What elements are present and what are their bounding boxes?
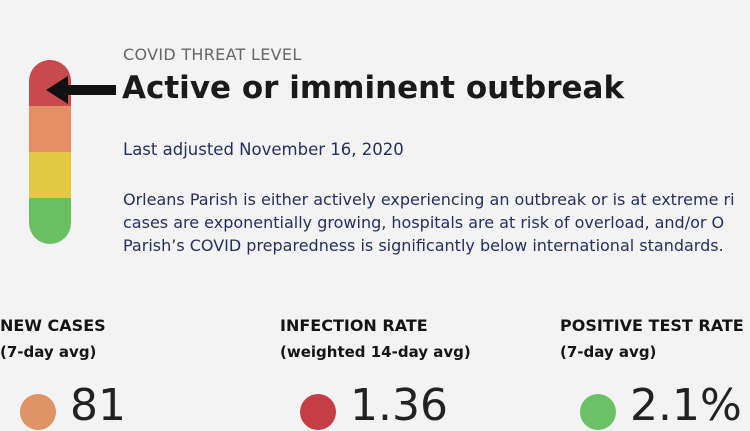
metric-sublabel: (7-day avg) — [560, 343, 657, 361]
metric-positive-test-rate: POSITIVE TEST RATE (7-day avg) 2.1% — [560, 316, 744, 430]
metric-value-row: 81 — [20, 384, 126, 430]
metric-label: POSITIVE TEST RATE — [560, 316, 744, 335]
last-adjusted-date: Last adjusted November 16, 2020 — [123, 140, 404, 159]
metric-label: NEW CASES — [0, 316, 106, 335]
metric-value: 2.1% — [630, 380, 742, 431]
metric-infection-rate: INFECTION RATE (weighted 14-day avg) 1.3… — [280, 316, 471, 430]
threat-level-gauge — [29, 60, 71, 244]
metric-sublabel: (7-day avg) — [0, 343, 97, 361]
metric-new-cases: NEW CASES (7-day avg) 81 — [0, 316, 126, 430]
metric-value: 1.36 — [350, 380, 448, 431]
arrow-left-icon — [46, 76, 116, 104]
description-line: cases are exponentially growing, hospita… — [123, 213, 725, 232]
metric-sublabel: (weighted 14-day avg) — [280, 343, 471, 361]
status-dot-icon — [580, 394, 616, 430]
metric-value: 81 — [70, 380, 126, 431]
threat-level-eyebrow: COVID THREAT LEVEL — [123, 45, 302, 64]
gauge-level-yellow — [29, 152, 71, 198]
gauge-level-orange — [29, 106, 71, 152]
threat-description: Orleans Parish is either actively experi… — [123, 188, 750, 257]
description-line: Parish’s COVID preparedness is significa… — [123, 236, 724, 255]
metric-label: INFECTION RATE — [280, 316, 428, 335]
gauge-level-green — [29, 198, 71, 244]
status-dot-icon — [20, 394, 56, 430]
status-dot-icon — [300, 394, 336, 430]
metric-value-row: 1.36 — [300, 384, 448, 430]
description-line: Orleans Parish is either actively experi… — [123, 190, 735, 209]
threat-level-title: Active or imminent outbreak — [122, 70, 625, 106]
metric-value-row: 2.1% — [580, 384, 742, 430]
